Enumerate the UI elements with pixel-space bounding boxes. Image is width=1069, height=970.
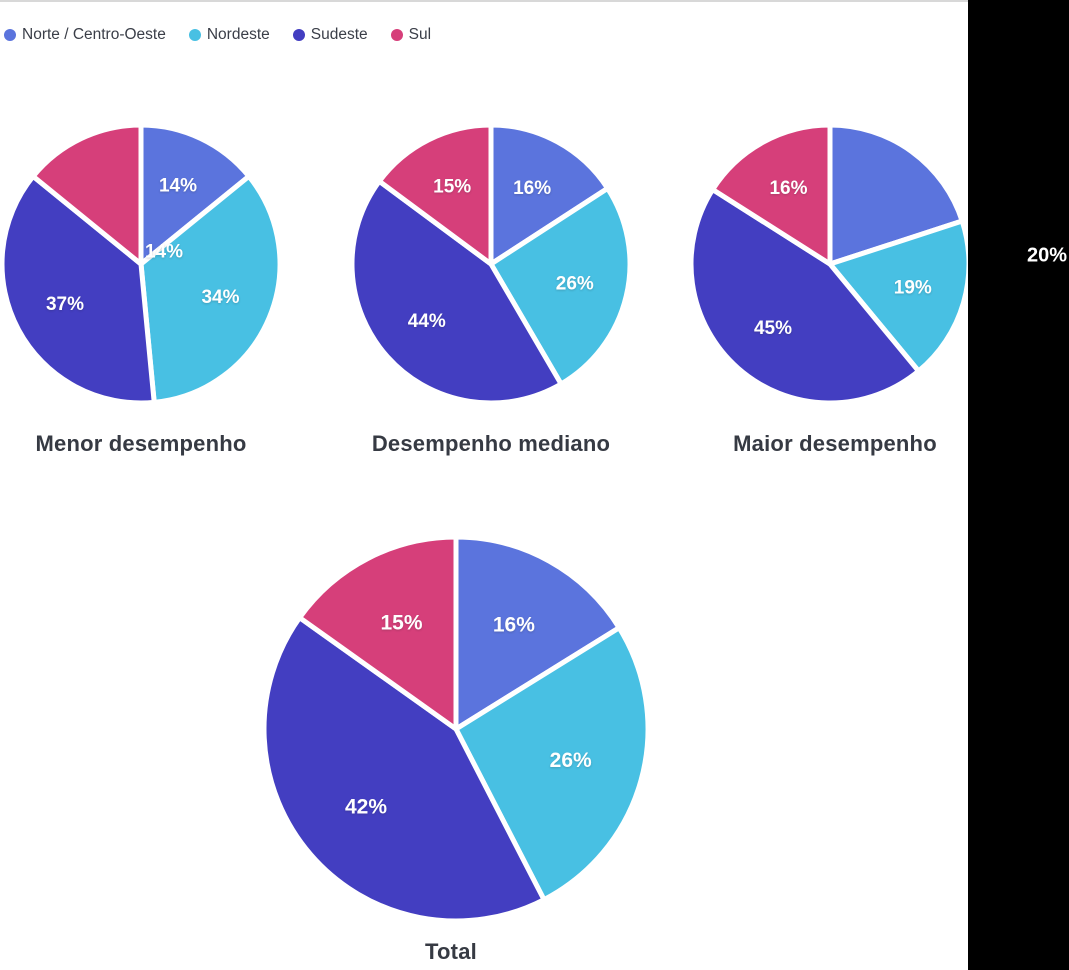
legend-label: Nordeste [206, 26, 270, 43]
slice-label: 44% [408, 311, 446, 332]
pie-menor-desempenho-slice-nordeste[interactable] [138, 173, 283, 405]
pie-desempenho-mediano-slice-sul[interactable] [376, 122, 494, 267]
pie-maior-desempenho-slice-sul[interactable] [710, 122, 833, 267]
legend-label: Norte / Centro-Oeste [22, 26, 166, 43]
slice-label: 14% [145, 242, 183, 263]
pie-total-slice-sudeste[interactable] [261, 615, 547, 924]
pie-title-maior-desempenho: Maior desempenho [733, 431, 937, 456]
pie-menor-desempenho-slice-sul[interactable] [30, 122, 144, 267]
chart-legend: Norte / Centro-Oeste Nordeste Sudeste Su… [4, 27, 431, 43]
slice-label: 26% [550, 749, 592, 772]
pie-total-slice-sul[interactable] [297, 534, 459, 732]
top-divider [0, 0, 968, 2]
slice-label: 16% [493, 614, 535, 637]
slice-label: 15% [380, 612, 422, 635]
pie-total-slice-nordeste[interactable] [453, 625, 651, 903]
slice-label: 19% [894, 278, 932, 299]
pie-total-slice-norte-centro-oeste[interactable] [453, 534, 622, 732]
pie-menor-desempenho-slice-sudeste[interactable] [0, 173, 157, 406]
pie-maior-desempenho-slice-nordeste[interactable] [827, 218, 972, 374]
legend-item-nordeste[interactable]: Nordeste [188, 26, 270, 43]
slice-label: 14% [159, 176, 197, 197]
legend-swatch-icon [188, 28, 201, 41]
outside-slice-label-maior-norte: 20% [1026, 244, 1068, 267]
pie-desempenho-mediano-slice-nordeste[interactable] [488, 185, 633, 387]
pie-menor-desempenho-slice-norte-centro-oeste[interactable] [138, 122, 252, 267]
legend-item-norte-centro-oeste[interactable]: Norte / Centro-Oeste [4, 27, 166, 43]
legend-label: Sudeste [310, 26, 368, 43]
pie-title-desempenho-mediano: Desempenho mediano [371, 431, 611, 456]
legend-swatch-icon [4, 28, 16, 41]
slice-label: 37% [46, 294, 84, 315]
slice-label: 45% [754, 318, 792, 339]
legend-item-sudeste[interactable]: Sudeste [292, 26, 368, 43]
slice-label: 26% [556, 273, 594, 294]
legend-swatch-icon [390, 28, 403, 41]
right-dark-panel [968, 0, 1069, 970]
pie-desempenho-mediano-slice-sudeste[interactable] [349, 178, 564, 406]
pie-title-menor-desempenho: Menor desempenho [35, 431, 247, 456]
slice-label: 42% [345, 796, 387, 819]
slice-label: 16% [513, 178, 551, 199]
slice-label: 34% [201, 287, 239, 308]
legend-swatch-icon [292, 28, 305, 41]
pie-title-total: Total [425, 939, 477, 964]
slice-label: 16% [769, 178, 807, 199]
legend-label: Sul [408, 26, 432, 43]
legend-item-sul[interactable]: Sul [390, 26, 432, 43]
slice-label: 15% [433, 177, 471, 198]
pie-maior-desempenho-slice-sudeste[interactable] [688, 187, 922, 406]
pie-desempenho-mediano-slice-norte-centro-oeste[interactable] [488, 122, 611, 267]
